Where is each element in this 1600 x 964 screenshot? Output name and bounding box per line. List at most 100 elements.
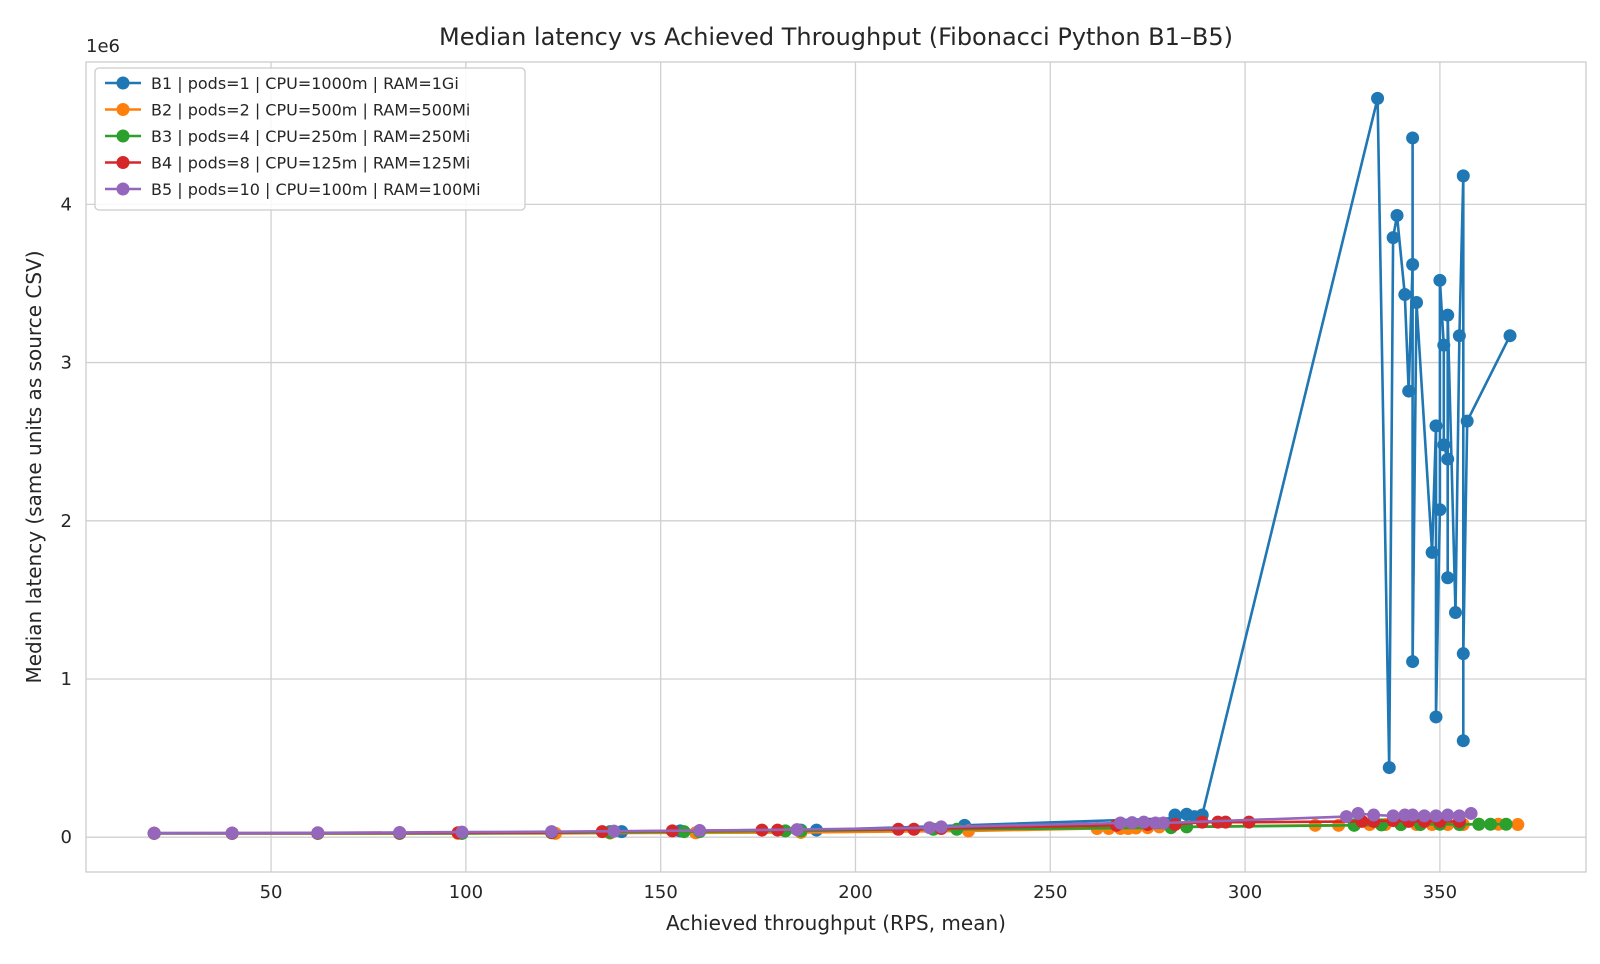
legend-label: B1 | pods=1 | CPU=1000m | RAM=1Gi xyxy=(151,74,459,93)
data-point xyxy=(693,824,707,838)
data-point xyxy=(1125,816,1139,830)
legend-marker xyxy=(116,156,130,169)
x-axis-label: Achieved throughput (RPS, mean) xyxy=(666,911,1006,935)
data-point xyxy=(1448,606,1462,620)
data-point xyxy=(1437,438,1451,452)
data-point xyxy=(1441,308,1455,322)
data-point xyxy=(393,825,407,839)
data-point xyxy=(1137,815,1151,829)
data-point xyxy=(1113,816,1127,830)
data-point xyxy=(1410,295,1424,309)
y-tick-label: 2 xyxy=(61,511,72,532)
y-axis-offset-label: 1e6 xyxy=(86,36,120,57)
data-point xyxy=(545,825,559,839)
legend-label: B2 | pods=2 | CPU=500m | RAM=500Mi xyxy=(151,101,470,120)
data-point xyxy=(790,823,804,837)
data-point xyxy=(1429,710,1443,724)
y-axis-ticks: 0 1 2 3 4 xyxy=(61,194,72,848)
data-point xyxy=(1441,452,1455,466)
data-point xyxy=(1456,169,1470,183)
data-point xyxy=(1386,809,1400,823)
data-point xyxy=(1452,809,1466,823)
y-tick-label: 3 xyxy=(61,353,72,374)
data-point xyxy=(1242,815,1256,829)
series-layer xyxy=(147,91,1525,840)
x-tick-label: 300 xyxy=(1228,882,1262,903)
legend-label: B4 | pods=8 | CPU=125m | RAM=125Mi xyxy=(151,154,470,173)
chart-title: Median latency vs Achieved Throughput (F… xyxy=(439,23,1233,51)
x-tick-label: 100 xyxy=(449,882,483,903)
y-tick-label: 0 xyxy=(61,827,72,848)
data-point xyxy=(1417,809,1431,823)
data-point xyxy=(1437,338,1451,352)
data-point xyxy=(1452,329,1466,343)
legend-box xyxy=(94,67,526,211)
legend-marker xyxy=(116,182,130,196)
data-point xyxy=(1456,647,1470,661)
data-point xyxy=(1441,808,1455,822)
data-point xyxy=(1511,818,1525,832)
legend-marker xyxy=(116,129,130,143)
data-point xyxy=(1398,288,1412,302)
data-point xyxy=(1464,806,1478,820)
data-point xyxy=(1433,273,1447,287)
data-point xyxy=(1219,815,1233,829)
data-point xyxy=(1156,816,1170,830)
x-tick-label: 350 xyxy=(1423,882,1457,903)
series-line xyxy=(154,812,1472,835)
data-point xyxy=(1382,761,1396,775)
data-point xyxy=(311,826,325,840)
legend-marker xyxy=(116,103,130,116)
data-point xyxy=(147,826,161,840)
data-point xyxy=(1460,414,1474,428)
data-point xyxy=(1429,809,1443,823)
data-point xyxy=(1367,808,1381,822)
data-point xyxy=(225,826,239,840)
x-tick-label: 50 xyxy=(260,882,283,903)
legend-label: B5 | pods=10 | CPU=100m | RAM=100Mi xyxy=(151,180,481,199)
data-point xyxy=(1351,806,1365,820)
data-point xyxy=(607,824,621,838)
y-tick-label: 1 xyxy=(61,669,72,690)
data-point xyxy=(1168,808,1182,822)
legend-label: B3 | pods=4 | CPU=250m | RAM=250Mi xyxy=(151,127,470,146)
data-point xyxy=(1406,258,1420,271)
data-point xyxy=(1339,810,1353,824)
x-tick-label: 250 xyxy=(1033,882,1067,903)
data-point xyxy=(1484,817,1498,831)
legend-item: B3 | pods=4 | CPU=250m | RAM=250Mi xyxy=(105,127,470,146)
data-point xyxy=(907,822,921,836)
data-point xyxy=(923,821,937,835)
data-point xyxy=(1503,329,1517,343)
y-axis-label: Median latency (same units as source CSV… xyxy=(22,250,46,683)
data-point xyxy=(1425,545,1439,559)
data-point xyxy=(1386,231,1400,245)
x-axis-ticks: 50 100 150 200 250 300 350 xyxy=(260,882,1457,903)
data-point xyxy=(1499,817,1513,831)
legend-marker xyxy=(116,76,130,90)
legend-item: B5 | pods=10 | CPU=100m | RAM=100Mi xyxy=(105,180,481,199)
data-point xyxy=(1429,419,1443,433)
data-point xyxy=(1406,131,1420,145)
legend: B1 | pods=1 | CPU=1000m | RAM=1Gi B2 | po… xyxy=(94,67,526,211)
data-point xyxy=(1472,817,1486,831)
data-point xyxy=(1441,571,1455,585)
data-point xyxy=(1406,808,1420,822)
data-point xyxy=(934,820,948,834)
series-b5 xyxy=(147,806,1478,840)
data-point xyxy=(1406,655,1420,669)
y-tick-label: 4 xyxy=(61,194,72,215)
x-tick-label: 150 xyxy=(643,882,677,903)
data-point xyxy=(1168,818,1182,832)
legend-item: B1 | pods=1 | CPU=1000m | RAM=1Gi xyxy=(105,74,459,93)
data-point xyxy=(455,825,469,839)
data-point xyxy=(1456,734,1470,748)
plot-frame xyxy=(85,61,1587,873)
data-point xyxy=(1390,208,1404,222)
legend-item: B4 | pods=8 | CPU=125m | RAM=125Mi xyxy=(105,154,470,173)
data-point xyxy=(1371,91,1385,105)
data-point xyxy=(1402,384,1416,398)
legend-item: B2 | pods=2 | CPU=500m | RAM=500Mi xyxy=(105,101,470,120)
